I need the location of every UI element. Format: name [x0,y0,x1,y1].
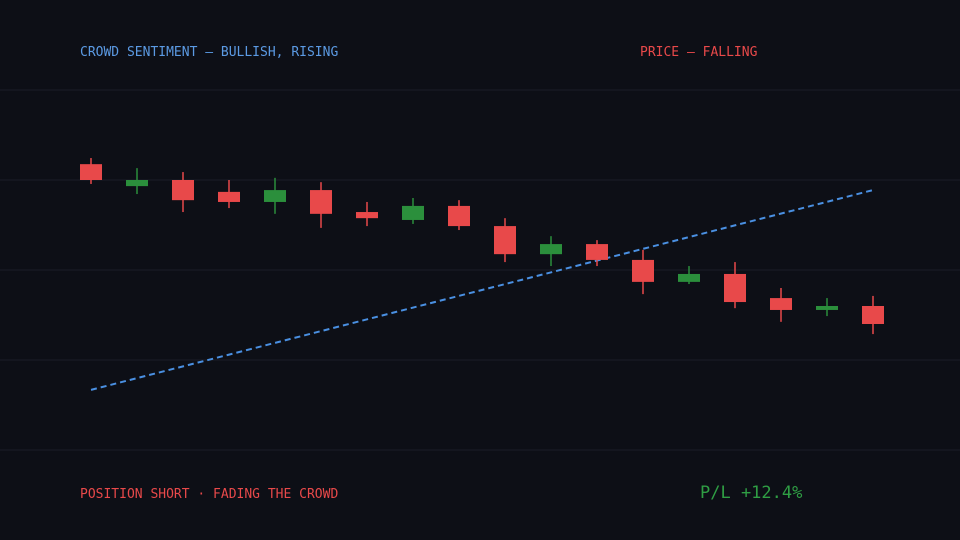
candle-body [264,190,286,202]
candle-body [172,180,194,201]
candle-body [402,205,424,220]
candle-body [724,273,746,303]
candle-body [770,298,792,310]
candle [724,262,746,309]
sentiment-line [90,189,874,391]
price-label: PRICE — FALLING [640,45,758,60]
candle-body [80,164,102,180]
candle [356,201,378,227]
sentiment-label: CROWD SENTIMENT — BULLISH, RISING [80,45,339,60]
candle [770,288,792,322]
candle-body [862,306,884,324]
candle [540,236,562,267]
position-label: POSITION SHORT · FADING THE CROWD [80,487,339,502]
candle [172,172,194,213]
candle [862,295,884,335]
candles [80,158,884,335]
candle [678,266,700,285]
candle-body [356,212,378,219]
candle [218,180,240,209]
candle-body [218,191,240,202]
sentiment-trend [90,189,874,391]
candle [816,298,838,317]
candle-body [678,273,700,282]
candle [264,177,286,214]
candle [448,200,470,231]
candle [494,218,516,263]
candle [126,168,148,195]
candle-body [540,244,562,255]
candle-body [632,259,654,282]
candle-body [494,226,516,255]
candle [586,240,608,267]
candle-body [126,180,148,187]
candle [80,158,102,184]
candle-body [586,244,608,260]
candle-body [310,190,332,214]
grid-lines [0,89,960,451]
candle [402,198,424,224]
profit-loss-label: P/L +12.4% [700,483,803,503]
candle [310,182,332,228]
candle-body [448,205,470,227]
candle-body [816,306,838,310]
candle [632,249,654,295]
